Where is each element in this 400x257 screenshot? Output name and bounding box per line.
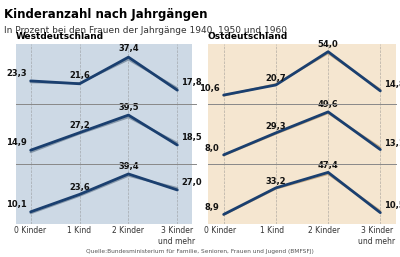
- Text: 3 Kinder
und mehr: 3 Kinder und mehr: [358, 226, 395, 245]
- Text: 3 Kinder
und mehr: 3 Kinder und mehr: [158, 226, 195, 245]
- Text: 17,8: 17,8: [181, 78, 202, 87]
- Text: 10,6: 10,6: [199, 84, 220, 93]
- Text: Ostdeutschland: Ostdeutschland: [208, 32, 288, 41]
- Text: Quelle:Bundesministerium für Familie, Senioren, Frauen und Jugend (BMFSFJ): Quelle:Bundesministerium für Familie, Se…: [86, 250, 314, 254]
- Text: 1950: 1950: [399, 129, 400, 138]
- Text: 13,1: 13,1: [384, 139, 400, 148]
- Text: 1 Kind: 1 Kind: [260, 226, 284, 235]
- Text: 8,9: 8,9: [205, 203, 220, 212]
- Text: 14,9: 14,9: [6, 138, 27, 147]
- Text: 23,6: 23,6: [69, 183, 90, 192]
- Text: 21,6: 21,6: [69, 71, 90, 80]
- Text: 0 Kinder: 0 Kinder: [204, 226, 236, 235]
- Text: 10,5: 10,5: [384, 201, 400, 210]
- Text: 39,4: 39,4: [118, 162, 139, 171]
- Text: 49,6: 49,6: [318, 100, 338, 109]
- Text: 2 Kinder: 2 Kinder: [112, 226, 144, 235]
- Text: 33,2: 33,2: [266, 177, 286, 186]
- Text: In Prozent bei den Frauen der Jahrgänge 1940, 1950 und 1960: In Prozent bei den Frauen der Jahrgänge …: [4, 26, 287, 35]
- Text: 27,2: 27,2: [69, 121, 90, 130]
- Text: Kinderanzahl nach Jahrgängen: Kinderanzahl nach Jahrgängen: [4, 8, 208, 21]
- Text: 10,1: 10,1: [6, 200, 27, 209]
- Text: 37,4: 37,4: [118, 44, 139, 53]
- Text: 20,7: 20,7: [266, 74, 286, 83]
- Text: 18,5: 18,5: [181, 133, 202, 142]
- Text: 23,3: 23,3: [6, 69, 27, 78]
- Text: 29,3: 29,3: [266, 122, 286, 131]
- Text: 54,0: 54,0: [318, 40, 338, 49]
- Text: 8,0: 8,0: [205, 144, 220, 153]
- Text: 39,5: 39,5: [118, 103, 139, 112]
- Text: 47,4: 47,4: [318, 161, 338, 170]
- Text: 1960: 1960: [399, 69, 400, 78]
- Text: 1 Kind: 1 Kind: [67, 226, 91, 235]
- Text: Westdeutschland: Westdeutschland: [16, 32, 104, 41]
- Text: 14,8: 14,8: [384, 80, 400, 89]
- Text: 1940: 1940: [399, 189, 400, 198]
- Text: 27,0: 27,0: [181, 178, 202, 187]
- Text: 2 Kinder: 2 Kinder: [308, 226, 340, 235]
- Text: 0 Kinder: 0 Kinder: [14, 226, 46, 235]
